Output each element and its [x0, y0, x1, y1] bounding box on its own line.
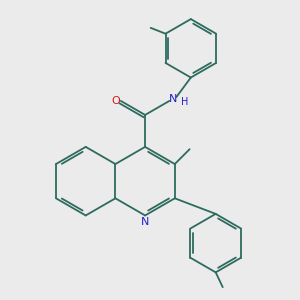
- Text: H: H: [181, 98, 189, 107]
- Text: N: N: [169, 94, 178, 104]
- Text: N: N: [141, 218, 149, 227]
- Text: O: O: [112, 95, 121, 106]
